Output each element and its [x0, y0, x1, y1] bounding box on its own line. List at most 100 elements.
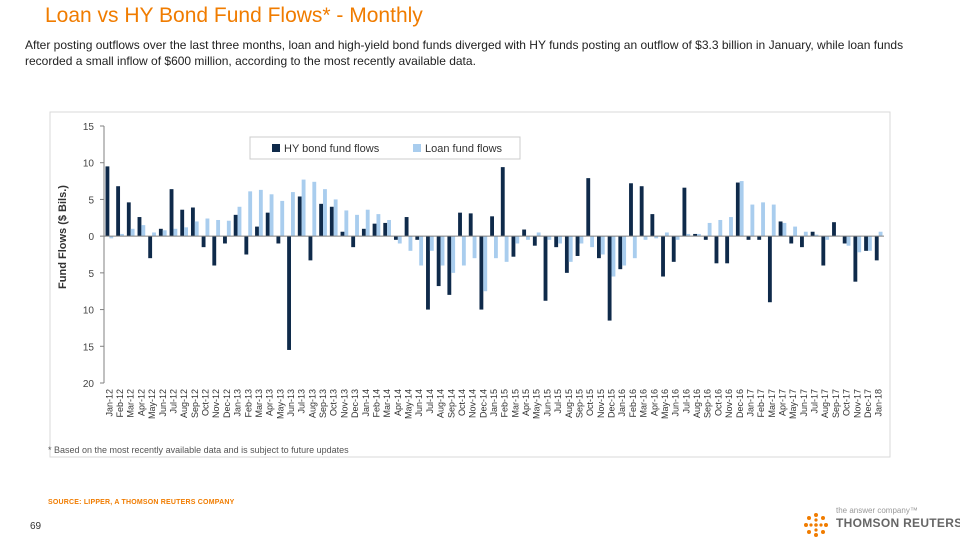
legend-swatch-hy: [272, 144, 280, 152]
x-tick-label: Jun-12: [158, 389, 168, 417]
bar-loan: [226, 220, 231, 237]
chart-area-border: [49, 111, 891, 458]
x-tick-label: May-17: [788, 389, 798, 419]
bar-hy: [180, 209, 185, 237]
y-tick-label: 5: [88, 269, 94, 280]
bar-loan: [611, 236, 616, 277]
bar-loan: [846, 236, 851, 246]
x-tick-label: Oct-15: [585, 389, 595, 416]
bar-loan: [579, 236, 584, 244]
x-tick-label: Feb-16: [628, 389, 638, 418]
x-tick-label: Jun-17: [799, 389, 809, 417]
x-tick-label: Nov-15: [596, 389, 606, 418]
x-tick-label: Jun-13: [286, 389, 296, 417]
x-tick-label: Oct-17: [842, 389, 852, 416]
bar-hy: [479, 236, 484, 310]
x-tick-label: Jan-17: [745, 389, 755, 417]
x-tick-label: Oct-13: [329, 389, 339, 416]
bar-loan: [237, 206, 242, 237]
bar-loan: [782, 222, 787, 237]
bar-hy: [126, 202, 131, 237]
x-tick-label: Apr-17: [777, 389, 787, 416]
x-tick-label: Feb-17: [756, 389, 766, 418]
x-tick-label: Feb-12: [115, 389, 125, 418]
bar-hy: [372, 223, 377, 237]
bar-hy: [789, 236, 794, 244]
bar-hy: [490, 216, 494, 237]
page-number: 69: [30, 521, 42, 532]
bar-hy: [703, 236, 708, 240]
bar-hy: [682, 187, 687, 237]
bar-hy: [212, 236, 217, 266]
bar-loan: [697, 233, 701, 237]
bar-loan: [825, 236, 830, 240]
bar-loan: [867, 236, 872, 251]
bar-hy: [821, 236, 826, 266]
x-tick-label: Sep-13: [318, 389, 328, 418]
bar-loan: [141, 225, 146, 237]
bar-loan: [451, 236, 456, 273]
bar-loan: [333, 199, 338, 237]
bar-loan: [600, 236, 605, 255]
bar-hy: [340, 231, 345, 237]
y-tick-label: 0: [88, 232, 94, 243]
bar-loan: [184, 227, 188, 237]
x-tick-label: Mar-14: [382, 389, 392, 418]
brand-tagline: the answer company™: [836, 506, 918, 515]
bar-loan: [280, 200, 285, 237]
bar-hy: [746, 236, 751, 240]
bar-loan: [515, 236, 520, 244]
bar-loan: [558, 236, 562, 244]
x-tick-label: Sep-17: [831, 389, 841, 418]
bar-loan: [258, 189, 263, 237]
x-tick-label: Jul-16: [681, 389, 691, 414]
y-tick-label: 5: [88, 195, 94, 206]
bar-hy: [597, 236, 601, 259]
bar-hy: [639, 186, 644, 237]
y-tick-label: 10: [83, 159, 95, 170]
x-tick-label: Nov-17: [852, 389, 862, 418]
bar-hy: [361, 228, 366, 237]
x-tick-label: Sep-14: [446, 389, 456, 418]
x-tick-label: Mar-12: [126, 389, 136, 418]
bar-loan: [355, 214, 359, 237]
x-tick-label: Feb-13: [243, 389, 253, 418]
y-tick-label: 20: [83, 379, 95, 390]
bar-hy: [532, 236, 537, 246]
x-tick-label: Dec-16: [735, 389, 745, 418]
legend-swatch-loan: [413, 144, 421, 152]
bar-hy: [767, 236, 772, 303]
x-tick-label: Feb-14: [371, 389, 381, 418]
legend: HY bond fund flows Loan fund flows: [249, 136, 521, 160]
bar-hy: [693, 233, 698, 237]
y-tick-label: 15: [83, 122, 95, 133]
bar-loan: [739, 181, 744, 237]
bar-hy: [404, 217, 409, 237]
bar-hy: [511, 236, 516, 257]
bar-hy: [661, 236, 665, 277]
bar-hy: [554, 236, 559, 248]
x-tick-label: Apr-12: [136, 389, 146, 416]
x-tick-label: Apr-16: [649, 389, 659, 416]
x-tick-label: Dec-13: [350, 389, 360, 418]
bar-loan: [429, 236, 434, 251]
bar-loan: [173, 228, 178, 237]
bar-hy: [618, 236, 623, 270]
bar-hy: [233, 214, 238, 237]
bar-loan: [632, 236, 637, 259]
bar-hy: [458, 212, 462, 237]
x-tick-label: May-14: [404, 389, 414, 419]
x-tick-label: Mar-17: [767, 389, 777, 418]
bar-loan: [590, 236, 595, 248]
bar-hy: [190, 207, 195, 237]
bar-hy: [116, 186, 121, 237]
bar-hy: [393, 236, 398, 240]
bar-loan: [483, 236, 488, 292]
bar-hy: [671, 236, 676, 262]
bar-hy: [800, 236, 804, 248]
x-tick-label: Jul-17: [810, 389, 820, 414]
bar-loan: [526, 236, 530, 240]
bar-loan: [793, 226, 798, 237]
bar-loan: [408, 236, 413, 251]
